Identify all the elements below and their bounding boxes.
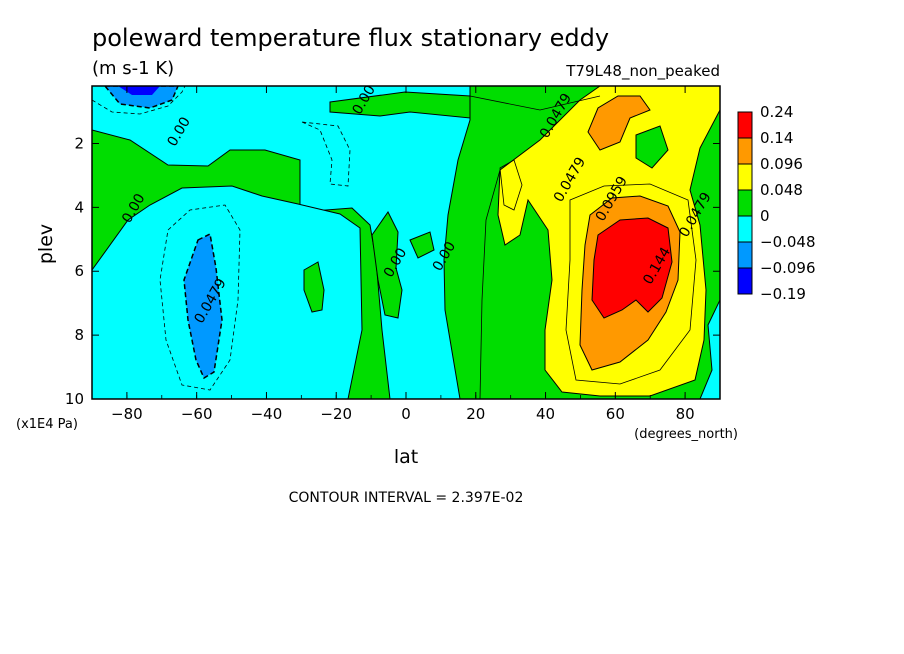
region-red-core <box>591 217 673 319</box>
x-tick-label: −60 <box>181 405 213 423</box>
x-axis-label: lat <box>394 446 418 468</box>
colorbar-level-label: 0.24 <box>760 103 793 121</box>
x-tick-label: −20 <box>320 405 352 423</box>
x-tick-label: 20 <box>466 405 485 423</box>
colorbar-swatch <box>737 189 753 217</box>
region-orange-upper <box>587 95 651 151</box>
contour-line-1 <box>301 121 351 187</box>
colorbar-swatch <box>737 111 753 139</box>
y-axis-label: plev <box>35 224 57 264</box>
y-tick-label: 8 <box>74 326 84 344</box>
x-axis-ticks: −80 −60 −40 −20 0 20 40 60 80 <box>91 86 721 423</box>
x-tick-label: 80 <box>676 405 695 423</box>
contour-line-6 <box>469 95 601 111</box>
region-green-north-inset <box>635 125 669 169</box>
contour-field <box>92 86 720 399</box>
region-cyan-right-edge <box>699 299 720 399</box>
region-blue-south-pole <box>104 86 179 109</box>
region-green-island-2 <box>371 211 403 319</box>
colorbar-swatch <box>737 137 753 165</box>
colorbar-level-label: 0 <box>760 207 770 225</box>
x-tick-label: 40 <box>536 405 555 423</box>
colorbar-level-label: 0.14 <box>760 129 793 147</box>
y-tick-label: 2 <box>74 134 84 152</box>
colorbar-swatch <box>737 267 753 295</box>
y-axis-unit: (x1E4 Pa) <box>16 417 78 432</box>
colorbar-level-label: 0.048 <box>760 181 803 199</box>
colorbar-swatch <box>737 241 753 269</box>
x-tick-label: −40 <box>251 405 283 423</box>
chart-units: (m s-1 K) <box>92 58 174 79</box>
region-cyan-mid <box>92 185 363 399</box>
colorbar-swatch <box>737 215 753 243</box>
contour-interval-note: CONTOUR INTERVAL = 2.397E-02 <box>289 490 524 506</box>
colorbar-level-label: −0.096 <box>760 259 816 277</box>
contour-line-3 <box>92 86 186 115</box>
region-blue-southern-mid <box>183 232 223 380</box>
contour-line-5 <box>499 159 523 211</box>
x-axis-unit: (degrees_north) <box>634 427 738 442</box>
y-axis-ticks: 2 4 6 8 10 <box>65 134 720 408</box>
x-tick-label: −80 <box>111 405 143 423</box>
dataset-label: T79L48_non_peaked <box>565 62 720 81</box>
colorbar: 0.24 0.14 0.096 0.048 0 −0.048 −0.096 −0.19 <box>737 103 816 303</box>
contour-line-2 <box>159 204 241 391</box>
colorbar-level-label: −0.048 <box>760 233 816 251</box>
region-green-top <box>329 91 471 119</box>
colorbar-level-label: 0.096 <box>760 155 803 173</box>
region-darkblue-south-pole <box>118 86 160 95</box>
chart-title: poleward temperature flux stationary edd… <box>92 24 609 52</box>
x-tick-label: 0 <box>401 405 411 423</box>
y-tick-label: 6 <box>74 262 84 280</box>
x-tick-label: 60 <box>606 405 625 423</box>
colorbar-swatch <box>737 163 753 191</box>
y-tick-label: 4 <box>74 198 84 216</box>
colorbar-level-label: −0.19 <box>760 285 806 303</box>
contour-line-4 <box>565 183 697 385</box>
region-green-island-3 <box>409 231 435 259</box>
region-green-island-1 <box>303 261 325 313</box>
y-tick-label: 10 <box>65 390 84 408</box>
contour-line-7 <box>479 169 501 399</box>
